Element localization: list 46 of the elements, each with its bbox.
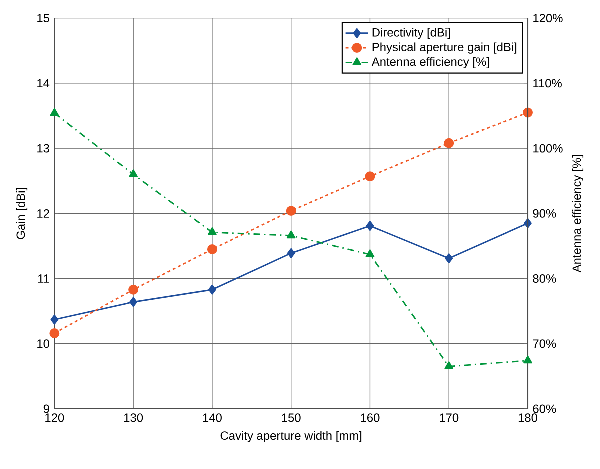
x-tick-label: 160	[361, 414, 380, 422]
y2-tick-label: 80%	[533, 274, 556, 284]
x-tick-label: 130	[124, 414, 144, 422]
x-tick-label: 140	[203, 414, 222, 422]
x-tick-label: 120	[46, 414, 64, 422]
y-tick-label: 11	[38, 274, 50, 283]
point	[208, 228, 217, 236]
point	[366, 221, 374, 232]
y-axis-title: Gain [dBi]	[16, 188, 28, 240]
y-tick-label: 12	[38, 209, 50, 218]
y2-tick-label: 60%	[533, 404, 556, 414]
point	[128, 284, 139, 295]
y2-axis-title: Antenna efficiency [%]	[572, 155, 584, 273]
legend-label: Antenna efficiency [%]	[372, 57, 490, 69]
y2-tick-label: 120%	[534, 14, 563, 23]
point	[286, 230, 296, 239]
point	[445, 254, 454, 264]
point	[130, 297, 138, 308]
point	[129, 170, 138, 178]
y2-tick-label: 110%	[534, 79, 562, 88]
point	[444, 138, 454, 148]
y2-tick-label: 100%	[534, 144, 563, 153]
point	[208, 284, 216, 295]
point	[366, 250, 375, 258]
y-tick-label: 14	[38, 79, 50, 88]
point	[524, 356, 532, 364]
y2-tick-label: 70%	[533, 340, 556, 348]
y2-tick-label: 90%	[533, 209, 556, 218]
legend-label: Physical aperture gain [dBi]	[372, 42, 517, 54]
x-tick-label: 150	[282, 414, 301, 422]
x-tick-label: 170	[440, 414, 459, 422]
x-tick-label: 180	[518, 414, 538, 422]
x-axis-title: Cavity aperture width [mm]	[220, 431, 362, 442]
point	[50, 328, 60, 338]
y-tick-label: 9	[44, 404, 50, 414]
legend-label: Directivity [dBi]	[372, 28, 450, 40]
y-tick-label: 10	[38, 340, 50, 348]
y-tick-label: 15	[38, 14, 50, 23]
point	[287, 248, 296, 258]
point	[50, 108, 60, 116]
point	[444, 362, 454, 370]
point	[207, 244, 218, 254]
point	[365, 172, 376, 182]
y-tick-label: 13	[38, 144, 50, 153]
point	[286, 206, 296, 216]
point	[50, 314, 59, 325]
